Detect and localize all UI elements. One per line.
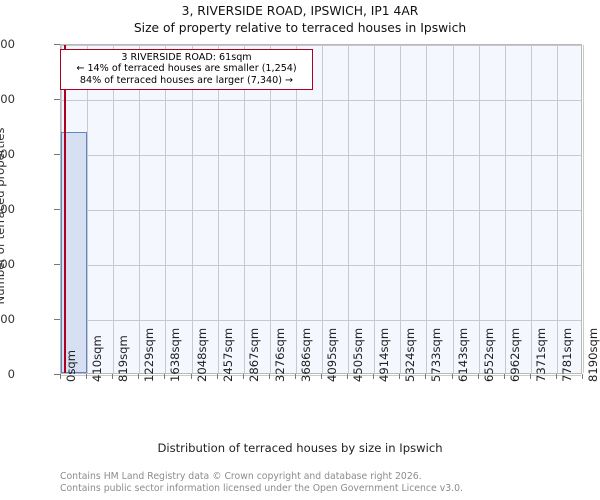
chart-subtitle: Size of property relative to terraced ho… xyxy=(133,21,467,35)
gridline-vertical xyxy=(556,45,558,373)
footer-attribution: Contains HM Land Registry data © Crown c… xyxy=(60,471,600,494)
x-tick-mark xyxy=(451,374,453,379)
gridline-vertical xyxy=(348,45,350,373)
x-tick-label: 819sqm xyxy=(116,335,131,382)
x-tick-label: 8190sqm xyxy=(586,327,600,382)
x-tick-label: 0sqm xyxy=(64,349,78,382)
gridline-vertical xyxy=(426,45,428,373)
gridline-horizontal xyxy=(61,320,581,321)
x-tick-mark xyxy=(503,374,505,379)
x-tick-mark xyxy=(555,374,557,379)
gridline-horizontal xyxy=(61,100,581,101)
y-tick-label: 6000 xyxy=(0,202,15,216)
x-tick-label: 6962sqm xyxy=(507,327,522,382)
x-tick-label: 410sqm xyxy=(90,335,105,382)
y-tick-mark xyxy=(54,209,60,210)
annotation-line-smaller: ← 14% of terraced houses are smaller (1,… xyxy=(76,63,297,75)
gridline-vertical xyxy=(583,45,584,373)
x-tick-mark xyxy=(294,374,296,379)
x-tick-mark xyxy=(60,374,61,379)
x-tick-mark xyxy=(399,374,401,379)
gridline-vertical xyxy=(269,45,271,373)
gridline-vertical xyxy=(322,45,323,373)
x-tick-label: 4095sqm xyxy=(325,327,339,382)
footer-line-1: Contains HM Land Registry data © Crown c… xyxy=(60,471,422,482)
x-tick-mark xyxy=(347,374,349,379)
gridline-vertical xyxy=(374,45,376,373)
y-tick-mark xyxy=(54,319,60,320)
gridline-horizontal xyxy=(61,265,581,266)
y-tick-mark xyxy=(54,99,60,100)
x-tick-mark xyxy=(582,374,583,379)
gridline-vertical xyxy=(165,45,167,373)
y-tick-label: 12000 xyxy=(0,37,15,51)
x-tick-label: 2048sqm xyxy=(194,327,209,382)
gridline-vertical xyxy=(217,45,219,373)
gridline-horizontal xyxy=(61,45,581,46)
y-tick-label: 10000 xyxy=(0,92,15,106)
x-tick-label: 7371sqm xyxy=(533,327,548,382)
x-tick-label: 7781sqm xyxy=(559,327,574,382)
gridline-vertical xyxy=(139,45,141,373)
x-tick-mark xyxy=(477,374,479,379)
y-tick-label: 2000 xyxy=(0,312,15,326)
y-tick-mark xyxy=(54,154,60,155)
x-tick-mark xyxy=(268,374,270,379)
gridline-vertical xyxy=(530,45,532,373)
x-axis-label: Distribution of terraced houses by size … xyxy=(157,441,443,455)
x-tick-label: 6143sqm xyxy=(455,327,470,382)
x-tick-mark xyxy=(216,374,218,379)
x-tick-label: 5733sqm xyxy=(429,327,444,382)
x-tick-mark xyxy=(138,374,140,379)
annotation-line-property: 3 RIVERSIDE ROAD: 61sqm xyxy=(121,52,252,63)
y-tick-label: 4000 xyxy=(0,257,15,271)
y-tick-mark xyxy=(54,264,60,265)
gridline-vertical xyxy=(478,45,480,373)
y-axis-label: Number of terraced properties xyxy=(0,127,7,305)
x-tick-mark xyxy=(164,374,166,379)
x-tick-mark xyxy=(373,374,375,379)
footer-line-2: Contains public sector information licen… xyxy=(60,482,463,494)
x-tick-mark xyxy=(529,374,531,379)
y-tick-label: 8000 xyxy=(0,147,15,161)
x-tick-label: 4505sqm xyxy=(351,327,366,382)
x-tick-label: 2457sqm xyxy=(220,327,235,382)
plot-area xyxy=(60,44,584,376)
x-tick-mark xyxy=(86,374,88,379)
property-annotation-box: 3 RIVERSIDE ROAD: 61sqm ← 14% of terrace… xyxy=(60,49,313,90)
y-tick-mark xyxy=(54,44,60,45)
x-tick-label: 3686sqm xyxy=(298,327,313,382)
x-tick-label: 6552sqm xyxy=(481,327,496,382)
gridline-vertical xyxy=(504,45,506,373)
x-tick-label: 5324sqm xyxy=(403,327,418,382)
x-tick-label: 1229sqm xyxy=(142,327,157,382)
y-tick-mark xyxy=(54,374,60,375)
x-tick-label: 2867sqm xyxy=(246,327,261,382)
x-tick-label: 4914sqm xyxy=(377,327,392,382)
gridline-vertical xyxy=(191,45,193,373)
x-tick-label: 1638sqm xyxy=(168,327,183,382)
y-tick-label: 0 xyxy=(7,367,15,381)
property-marker-line xyxy=(63,45,66,373)
gridline-vertical xyxy=(295,45,297,373)
gridline-horizontal xyxy=(61,210,581,211)
gridline-vertical xyxy=(400,45,402,373)
gridline-vertical xyxy=(113,45,115,373)
x-tick-mark xyxy=(112,374,114,379)
x-tick-mark xyxy=(321,374,322,379)
title-block: 3, RIVERSIDE ROAD, IPSWICH, IP1 4AR Size… xyxy=(0,3,600,37)
gridline-vertical xyxy=(243,45,245,373)
annotation-line-larger: 84% of terraced houses are larger (7,340… xyxy=(79,74,294,86)
x-tick-label: 3276sqm xyxy=(272,327,287,382)
gridline-vertical xyxy=(452,45,454,373)
x-tick-mark xyxy=(242,374,244,379)
x-tick-mark xyxy=(190,374,192,379)
x-tick-mark xyxy=(425,374,427,379)
gridline-horizontal xyxy=(61,155,581,156)
gridline-vertical xyxy=(87,45,89,373)
page-title: 3, RIVERSIDE ROAD, IPSWICH, IP1 4AR xyxy=(181,4,419,18)
